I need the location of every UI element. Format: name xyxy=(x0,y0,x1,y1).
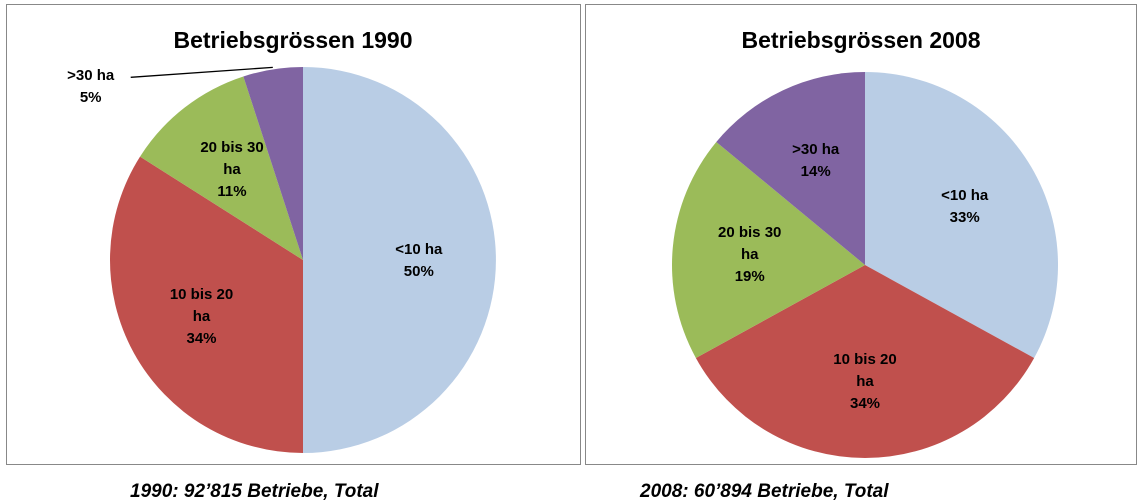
leader-line xyxy=(130,66,273,78)
slice-label: 20 bis 30 ha 11% xyxy=(187,134,277,206)
chart-title: Betriebsgrössen 1990 xyxy=(173,27,412,53)
slice-label: >30 ha 5% xyxy=(46,51,136,123)
pie-slice xyxy=(865,72,1058,358)
caption: 2008: 60’894 Betriebe, Total xyxy=(639,481,889,502)
pie-slice xyxy=(243,67,303,260)
slice-label-box: 10 bis 20 ha 34% xyxy=(820,346,910,418)
pie-slice xyxy=(140,76,303,260)
slice-label: 20 bis 30 ha 19% xyxy=(705,219,795,291)
label-category: <10 ha xyxy=(395,241,443,258)
chart-title: Betriebsgrössen 2008 xyxy=(741,27,980,53)
label-value: 14% xyxy=(800,163,831,181)
label-value: 33% xyxy=(949,209,980,227)
pie-slice xyxy=(303,67,496,453)
slice-label: 10 bis 20 ha 34% xyxy=(820,346,910,418)
pie-slice xyxy=(110,156,303,453)
label-category: >30 ha xyxy=(67,67,115,85)
slice-label-box: 10 bis 20 ha 34% xyxy=(157,281,247,353)
caption: 1990: 92’815 Betriebe, Total xyxy=(130,481,379,502)
label-category: 20 bis 30 ha xyxy=(200,138,264,178)
label-value: 34% xyxy=(186,329,217,347)
pie-slice xyxy=(716,72,865,265)
slice-label: <10 ha 50% xyxy=(374,225,464,297)
slice-label-box: <10 ha 33% xyxy=(920,171,1010,243)
slice-label-box: <10 ha 50% xyxy=(374,225,464,297)
slice-label-box: 20 bis 30 ha 19% xyxy=(705,219,795,291)
label-category: 20 bis 30 ha xyxy=(718,224,782,264)
label-value: 19% xyxy=(734,268,765,286)
label-value: 5% xyxy=(79,89,102,107)
label-category: 10 bis 20 ha xyxy=(833,350,897,390)
slice-label-box: >30 ha 14% xyxy=(771,125,861,197)
label-category: >30 ha xyxy=(792,141,840,159)
pie-slice xyxy=(695,265,1035,459)
pie-slice xyxy=(672,141,865,358)
label-value: 34% xyxy=(849,394,881,412)
label-value: 11% xyxy=(217,182,247,200)
label-category: 10 bis 20 ha xyxy=(169,285,234,325)
slice-label: >30 ha 14% xyxy=(771,125,861,197)
label-value: 50% xyxy=(403,263,434,280)
slice-label: <10 ha 33% xyxy=(920,171,1010,243)
slice-label-box: 20 bis 30 ha 11% xyxy=(187,134,277,206)
slice-label: 10 bis 20 ha 34% xyxy=(157,281,247,353)
label-category: <10 ha xyxy=(941,187,989,205)
slice-label-box: >30 ha 5% xyxy=(46,51,136,123)
